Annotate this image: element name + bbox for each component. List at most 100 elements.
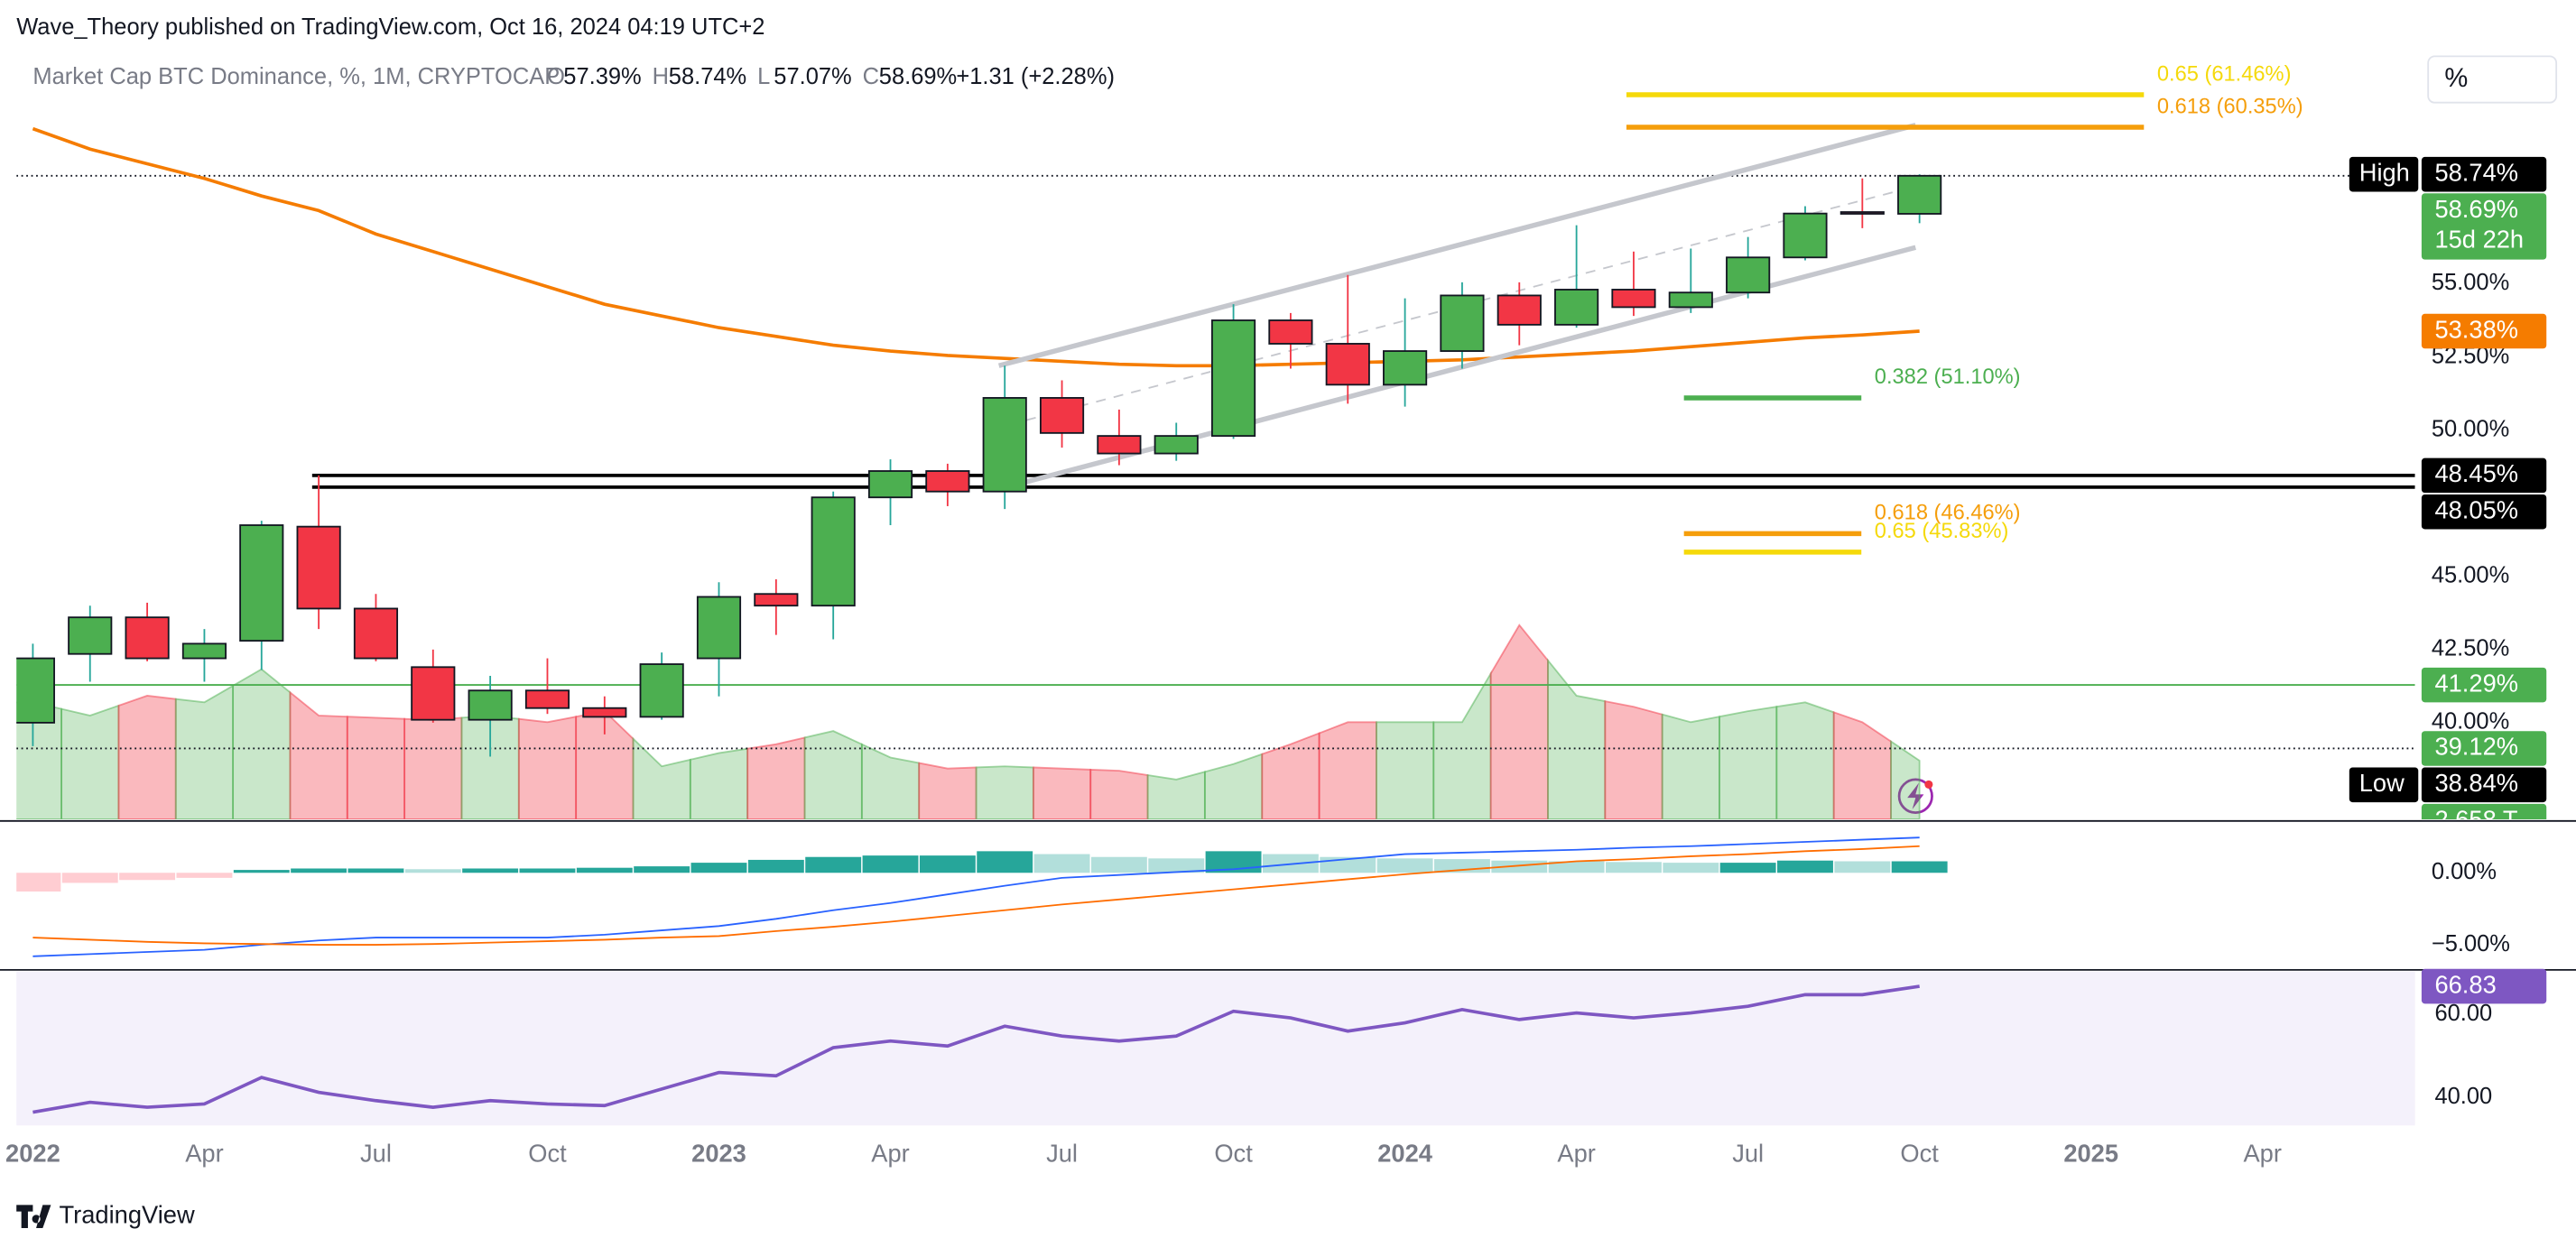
- price-tag-label: 48.05%: [2434, 495, 2518, 523]
- ohlc-value: 57.07%: [774, 64, 851, 89]
- volume-area: [689, 747, 749, 819]
- x-tick-label: 2025: [2063, 1139, 2118, 1167]
- x-tick-label: 2024: [1377, 1139, 1432, 1167]
- scale-button[interactable]: [2427, 55, 2558, 104]
- candle-body: [1668, 291, 1713, 309]
- macd-histogram-bar: [1148, 858, 1205, 873]
- macd-histogram-bar: [805, 856, 862, 873]
- fib-label: 0.65 (45.83%): [1875, 519, 2009, 543]
- ohlc-value: 57.39%: [563, 64, 641, 89]
- macd-histogram-bar: [977, 851, 1033, 873]
- price-tag-title-box: [2349, 156, 2419, 192]
- ohlc-key: L: [757, 64, 770, 89]
- macd-histogram-bar: [404, 869, 461, 873]
- macd-tick-label: −5.00%: [2432, 931, 2510, 956]
- rsi-tag: [2421, 968, 2547, 1004]
- macd-histogram-bar: [1606, 862, 1662, 873]
- volume-area: [346, 716, 406, 819]
- channel-middle: [1008, 185, 1916, 426]
- macd-histogram-bar: [176, 873, 233, 878]
- footer-logo: [16, 1205, 51, 1228]
- y-tick-label: 42.50%: [2432, 636, 2509, 661]
- x-tick-label: Jul: [360, 1139, 392, 1167]
- macd-histogram-bar: [1719, 863, 1776, 873]
- candle-body: [1440, 294, 1485, 352]
- price-tag-label: 58.74%: [2434, 158, 2518, 186]
- macd-histogram-bar: [1891, 861, 1948, 873]
- macd-histogram-bar: [1491, 860, 1548, 873]
- ohlc-key: C: [863, 64, 879, 89]
- price-tag: [2421, 667, 2547, 703]
- candle-body: [925, 470, 970, 493]
- macd-histogram-bar: [61, 873, 118, 883]
- rsi-band: [16, 971, 2415, 1126]
- macd-histogram-bar: [1090, 856, 1147, 873]
- candle-body: [16, 657, 55, 724]
- volume-area: [232, 668, 292, 819]
- volume-area: [1604, 699, 1663, 819]
- macd-line: [32, 836, 1920, 957]
- candle-body: [1783, 212, 1828, 259]
- candle-body: [1611, 289, 1656, 309]
- lower-panes: [16, 836, 1948, 1114]
- macd-histogram-bar: [862, 855, 919, 873]
- macd-histogram-bar: [747, 859, 804, 873]
- candle-body: [411, 666, 456, 721]
- price-tag: [2421, 803, 2547, 819]
- x-tick-label: Apr: [185, 1139, 223, 1167]
- y-tick-label: 50.00%: [2432, 416, 2509, 441]
- price-tag-label: 41.29%: [2434, 669, 2518, 697]
- volume-area: [117, 695, 177, 819]
- price-tag: [2421, 494, 2547, 530]
- x-tick-label: Oct: [1214, 1139, 1253, 1167]
- x-tick-label: 2022: [5, 1139, 60, 1167]
- volume-area: [1775, 701, 1835, 819]
- candle-body: [982, 397, 1027, 493]
- macd-histogram-bar: [119, 873, 176, 881]
- x-tick-label: Apr: [871, 1139, 909, 1167]
- rsi-line: [32, 984, 1920, 1114]
- ohlc-value: 58.74%: [669, 64, 746, 89]
- price-tag-sublabel: 15d 22h: [2434, 226, 2524, 254]
- macd-histogram-bar: [233, 870, 290, 873]
- candle-body: [696, 596, 742, 660]
- volume-area: [918, 762, 978, 819]
- candle-body: [524, 689, 570, 709]
- fib-label: 0.382 (51.10%): [1875, 365, 2021, 389]
- candle-body: [1325, 343, 1370, 386]
- candle-body: [1210, 319, 1256, 438]
- price-tag: [2421, 193, 2547, 260]
- scale-button-label[interactable]: %: [2444, 64, 2468, 93]
- ohlc-change: +1.31 (+2.28%): [956, 64, 1115, 89]
- candle-body: [353, 607, 399, 660]
- macd-histogram-bar: [1548, 861, 1605, 873]
- candle-body: [1839, 211, 1885, 215]
- volume-area: [975, 765, 1034, 819]
- price-tag-label: 48.45%: [2434, 459, 2518, 487]
- channel-upper: [997, 123, 1916, 368]
- price-tag-label: 53.38%: [2434, 315, 2518, 343]
- price-tag: [2421, 767, 2547, 803]
- volume-area: [1089, 768, 1149, 819]
- x-tick-label: Oct: [528, 1139, 567, 1167]
- volume-area: [517, 716, 578, 819]
- candle-body: [639, 663, 684, 718]
- volume-area: [746, 736, 806, 819]
- alert-icon[interactable]: [1897, 778, 1933, 814]
- volume-area: [1376, 721, 1435, 819]
- candle-body: [1496, 294, 1542, 326]
- macd-line: [32, 845, 1920, 946]
- price-tag-label: 2.658 T: [2434, 805, 2517, 833]
- macd-histogram-bar: [1663, 863, 1719, 873]
- macd-tick-label: 0.00%: [2432, 859, 2497, 884]
- candle-body: [1383, 350, 1428, 386]
- candle-body: [1268, 319, 1313, 345]
- macd-histogram-bar: [634, 866, 690, 873]
- macd-histogram-bar: [919, 855, 976, 873]
- candle-body: [582, 707, 627, 718]
- symbol-title: Market Cap BTC Dominance, %, 1M, CRYPTOC…: [32, 64, 560, 89]
- volume-area: [1032, 766, 1092, 819]
- rsi-tag-label: 66.83: [2434, 970, 2496, 998]
- x-tick-label: Jul: [1046, 1139, 1078, 1167]
